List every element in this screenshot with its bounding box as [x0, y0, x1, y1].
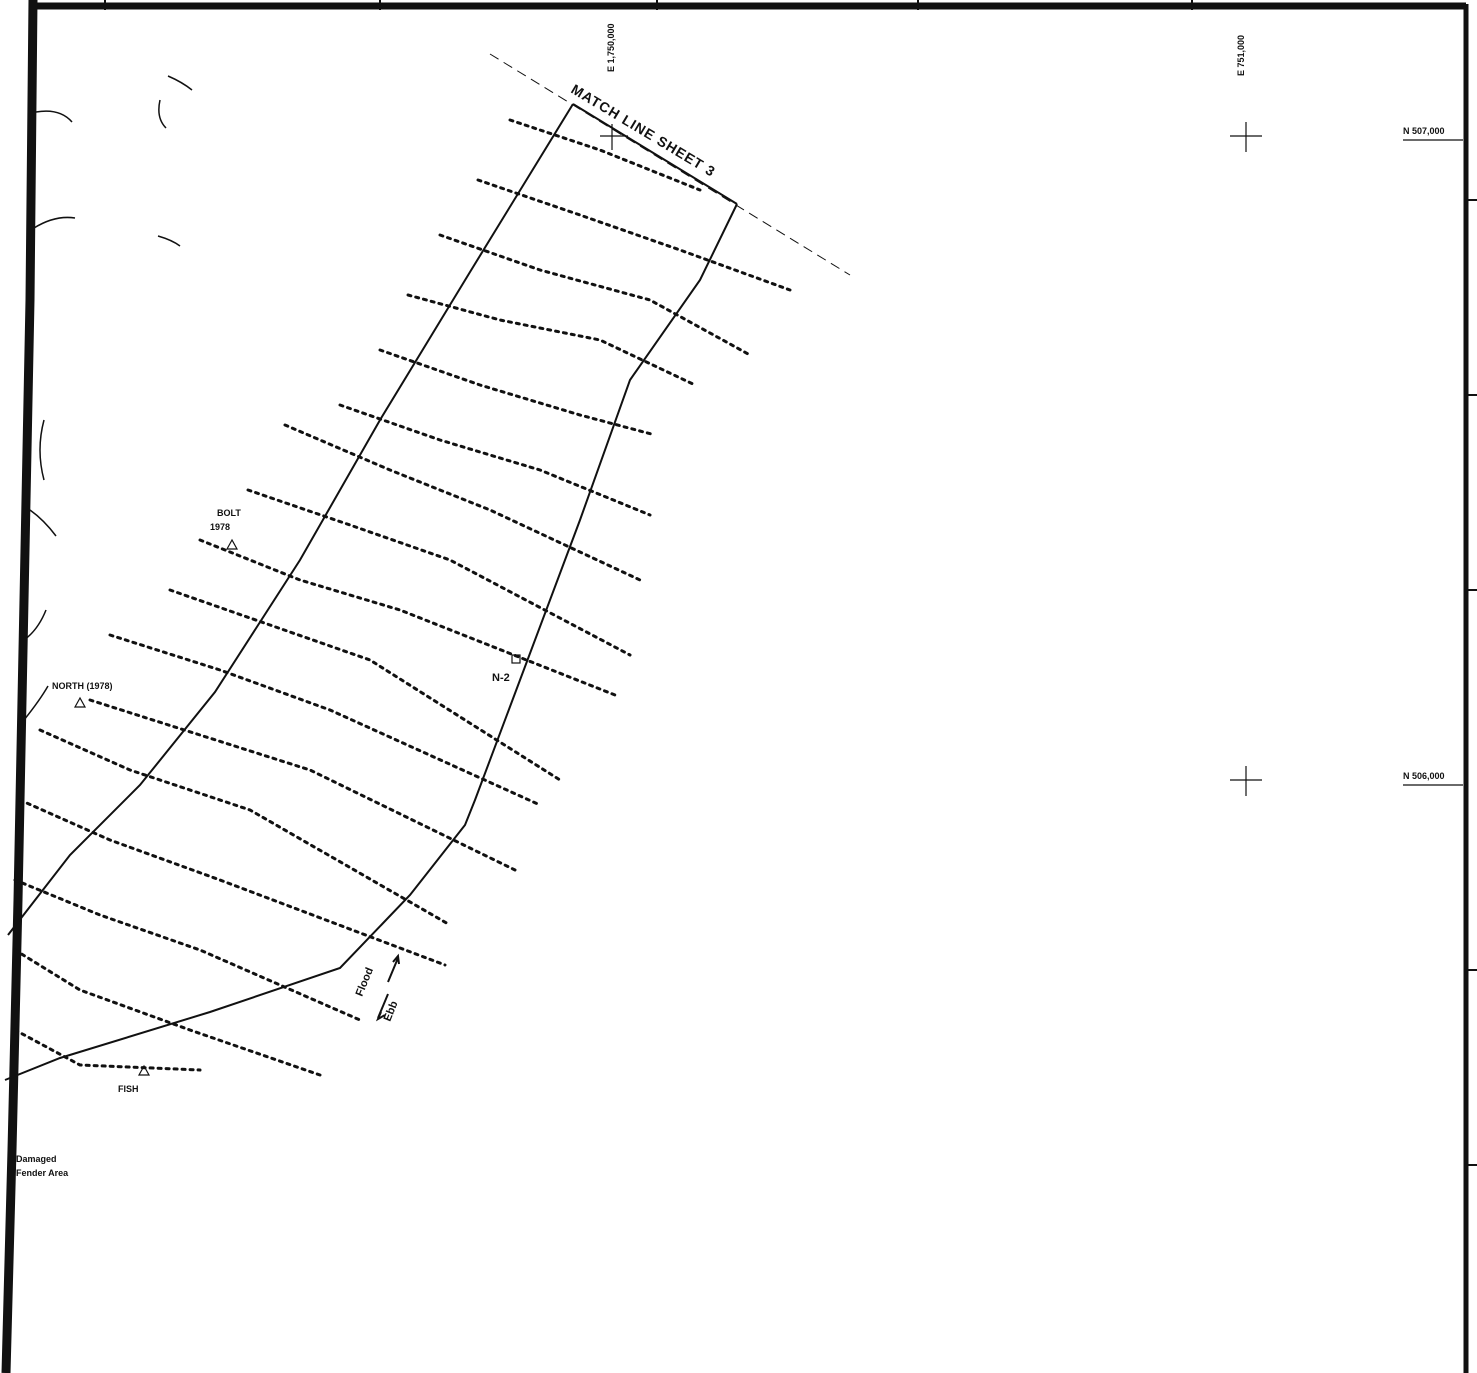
survey-track-line — [438, 233, 752, 357]
survey-track-line — [38, 728, 452, 927]
ebb-arrow-icon — [375, 993, 389, 1022]
note-line-2: Fender Area — [16, 1168, 69, 1178]
match-line-label: MATCH LINE SHEET 3 — [568, 81, 718, 180]
survey-track-line — [198, 538, 617, 697]
survey-track-line — [283, 423, 642, 582]
survey-track-line — [406, 293, 697, 387]
survey-track-line — [13, 948, 322, 1077]
survey-track-line — [508, 118, 702, 192]
survey-track-line — [88, 698, 517, 872]
survey-track-line — [246, 488, 632, 657]
station-north-label: NORTH (1978) — [52, 681, 113, 691]
flood-arrow-icon — [387, 953, 400, 983]
easting-label-2: E 751,000 — [1236, 35, 1246, 76]
shoreline — [23, 75, 193, 721]
station-fish-icon — [137, 1064, 151, 1076]
station-bolt-label: BOLT — [217, 508, 241, 518]
note-line-1: Damaged — [16, 1154, 57, 1164]
grid-crosses — [600, 122, 1262, 796]
match-line — [489, 53, 851, 276]
station-bolt-year: 1978 — [210, 522, 230, 532]
survey-track-line — [13, 878, 362, 1022]
station-fish-label: FISH — [118, 1084, 139, 1094]
station-north-icon — [73, 696, 87, 708]
channel-boundary — [4, 103, 738, 1081]
northing-ticks — [1403, 139, 1463, 786]
station-bolt-icon — [225, 538, 239, 550]
survey-track-line — [168, 588, 562, 782]
survey-track-line — [108, 633, 542, 807]
northing-label-1: N 507,000 — [1403, 126, 1445, 136]
survey-track-line — [476, 178, 792, 292]
northing-label-2: N 506,000 — [1403, 771, 1445, 781]
flood-label: Flood — [354, 966, 376, 998]
buoy-n2-label: N-2 — [492, 672, 510, 684]
survey-tracks — [13, 118, 792, 1077]
easting-label-1: E 1,750,000 — [606, 23, 616, 72]
survey-track-line — [378, 348, 657, 437]
survey-track-line — [18, 798, 447, 967]
survey-track-line — [13, 1028, 202, 1072]
buoy-n2-icon — [511, 654, 521, 664]
